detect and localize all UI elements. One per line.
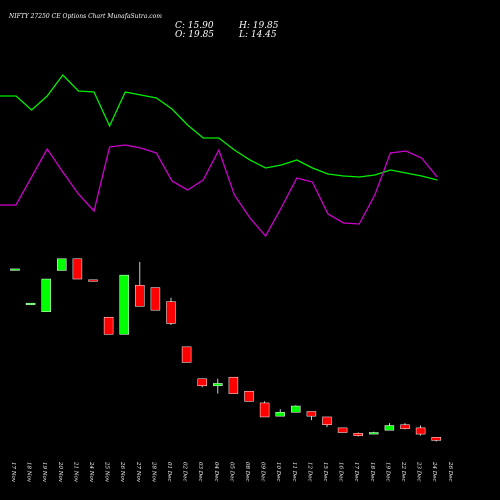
candle-body (369, 432, 379, 435)
candle-body (384, 425, 395, 431)
x-tick-label: 09 Dec (260, 462, 266, 482)
candle-body (103, 316, 114, 335)
candles (10, 258, 441, 442)
x-tick-label: 03 Dec (197, 462, 203, 482)
candle-body (166, 301, 176, 324)
x-tick-label: 01 Dec (166, 462, 172, 482)
x-tick-label: 17 Dec (353, 462, 359, 482)
candle-body (197, 378, 207, 387)
x-tick-label: 12 Dec (306, 462, 312, 482)
series-line-magenta (0, 144, 438, 238)
x-axis-ticks: 17 Nov 18 Nov 19 Nov 20 Nov 21 Nov 24 Nov 25 N… (10, 461, 453, 483)
x-tick-label: 28 Nov (150, 461, 156, 483)
x-tick-label: 04 Dec (213, 462, 219, 482)
x-tick-label: 18 Dec (369, 462, 375, 482)
candle-body (119, 274, 129, 335)
x-tick-label: 08 Dec (244, 462, 250, 482)
x-tick-label: 26 Dec (447, 461, 453, 482)
x-tick-label: 11 Dec (291, 462, 297, 482)
open-value: O: 19.85 (175, 30, 214, 40)
x-tick-label: 02 Dec (182, 462, 188, 482)
candle-body (57, 258, 67, 271)
x-tick-label: 19 Nov (41, 462, 47, 483)
candle-body (291, 405, 301, 413)
x-tick-label: 05 Dec (228, 462, 234, 482)
low-value: L: 14.45 (238, 30, 277, 40)
x-tick-label: 26 Nov (119, 461, 125, 483)
candle-body (275, 412, 285, 417)
candle-body (415, 427, 426, 435)
close-value: C: 15.90 (175, 21, 214, 31)
x-tick-label: 17 Nov (10, 462, 16, 483)
candle-body (259, 402, 270, 418)
candle-body (400, 424, 410, 429)
x-tick-label: 16 Dec (338, 462, 344, 482)
x-tick-label: 22 Dec (400, 461, 406, 482)
x-tick-label: 24 Dec (431, 461, 437, 482)
candle-body (228, 376, 239, 394)
indicator-lines (0, 74, 438, 238)
candle-body (322, 416, 332, 425)
candle-body (41, 278, 51, 313)
candle-body (353, 433, 363, 436)
candle-body (213, 383, 223, 387)
candle-body (10, 268, 20, 271)
x-tick-label: 23 Dec (416, 461, 422, 482)
x-tick-label: 18 Nov (26, 462, 32, 483)
x-tick-label: 25 Nov (104, 461, 110, 483)
candle-body (337, 427, 348, 433)
x-tick-label: 19 Dec (384, 462, 390, 482)
candle-body (88, 279, 98, 282)
x-tick-label: 10 Dec (275, 462, 281, 482)
x-tick-label: 27 Nov (135, 461, 141, 483)
chart-title: NIFTY 27250 CE Options Chart MunafaSutra… (8, 13, 162, 20)
x-tick-label: 20 Nov (57, 461, 63, 483)
x-tick-label: 15 Dec (322, 462, 328, 482)
candle-body (306, 411, 317, 417)
candle-body (431, 437, 441, 441)
candle-body (72, 258, 83, 280)
high-value: H: 19.85 (238, 21, 279, 31)
candle-body (181, 346, 192, 363)
candle-body (135, 285, 145, 307)
candle-body (25, 302, 36, 305)
x-tick-label: 21 Nov (72, 461, 78, 483)
series-line-green (0, 74, 438, 181)
x-tick-label: 24 Nov (88, 461, 94, 483)
candle-body (244, 390, 254, 402)
candle-body (150, 287, 161, 311)
